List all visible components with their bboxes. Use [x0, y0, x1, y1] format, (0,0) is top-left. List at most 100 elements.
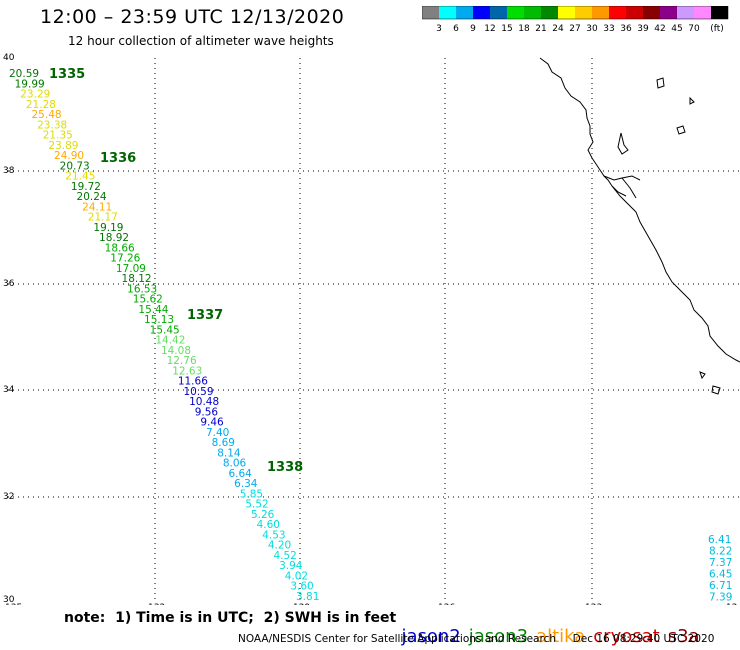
colorbar-label: 9: [470, 24, 476, 34]
wave-height-label: 7.40: [206, 427, 229, 439]
altimeter-track: 20.5919.9923.2921.2825.4823.3821.3523.89…: [9, 67, 319, 603]
wave-height-label: 7.39: [709, 592, 732, 604]
colorbar-swatch: [422, 6, 439, 19]
colorbar-swatch: [456, 6, 473, 19]
colorbar-swatch: [626, 6, 643, 19]
lon-tick-label: -126: [435, 603, 456, 605]
legend-altika: altika: [536, 626, 586, 647]
footer-credit: NOAA/NESDIS Center for Satellite Applica…: [238, 633, 715, 645]
wave-height-label: 12.76: [167, 355, 197, 367]
colorbar-label: 12: [484, 24, 495, 34]
wave-height-label: 8.06: [223, 458, 247, 470]
wave-height-label: 4.53: [262, 529, 285, 541]
coastline-path: [539, 57, 740, 363]
lon-tick-label: -124: [723, 603, 740, 605]
colorbar-label: 36: [620, 24, 632, 34]
wave-height-label: 25.48: [32, 109, 62, 121]
colorbar-label: 27: [569, 24, 580, 34]
colorbar-swatch: [439, 6, 456, 19]
colorbar-label: 70: [688, 24, 700, 34]
island-3: [617, 132, 629, 155]
wave-height-label: 20.24: [77, 191, 107, 203]
wave-height-label: 3.60: [290, 581, 313, 593]
colorbar-label: 6: [453, 24, 459, 34]
lat-tick-label: 32: [3, 492, 14, 502]
wave-height-label: 21.17: [88, 212, 118, 224]
colorbar-label: 45: [671, 24, 682, 34]
wave-height-label: 11.66: [178, 376, 208, 388]
wave-height-label: 5.52: [245, 499, 268, 511]
lat-tick-label: 30: [3, 595, 15, 605]
lon-tick-label: -135: [2, 603, 22, 605]
lat-tick-label: 38: [3, 166, 15, 176]
wave-height-label: 14.08: [161, 345, 191, 357]
wave-height-label: 10.59: [183, 386, 213, 398]
colorbar-swatch: [541, 6, 558, 19]
wave-height-colorbar: 3 6 9 12 15 18 21 24 27 30 33 36 39 42 45 70 (ft): [422, 6, 729, 34]
island-2: [676, 125, 686, 135]
colorbar-swatch: [473, 6, 490, 19]
map-subtitle: 12 hour collection of altimeter wave hei…: [68, 34, 334, 48]
colorbar-swatch: [490, 6, 507, 19]
lat-tick-label: 36: [3, 279, 15, 289]
colorbar-swatch: [643, 6, 660, 19]
wave-height-label: 18.66: [105, 242, 135, 254]
wave-height-label: 20.59: [9, 68, 39, 80]
wave-height-label: 17.26: [110, 253, 140, 265]
wave-height-label: 8.22: [709, 546, 732, 558]
wave-height-label: 8.69: [212, 437, 235, 449]
wave-height-label: 7.37: [709, 557, 732, 569]
lat-tick-label: 40: [3, 53, 15, 63]
colorbar-label: 15: [501, 24, 512, 34]
wave-height-label: 4.52: [273, 550, 296, 562]
colorbar-swatch: [677, 6, 694, 19]
wave-height-label: 23.29: [20, 89, 50, 101]
colorbar-label: (ft): [710, 24, 724, 34]
wave-height-label: 15.45: [150, 324, 180, 336]
wave-height-label: 3.81: [296, 591, 319, 603]
lat-tick-label: 34: [3, 385, 15, 395]
wave-height-label: 15.13: [144, 314, 174, 326]
wave-height-label: 9.46: [200, 417, 224, 429]
wave-height-label: 6.34: [234, 478, 258, 490]
wave-height-label: 15.44: [138, 304, 168, 316]
colorbar-swatch: [609, 6, 626, 19]
legend-jason2: jason2: [401, 626, 461, 647]
wave-height-label: 19.72: [71, 181, 101, 193]
legend-cryosat: cryosat: [593, 626, 660, 647]
california-coastline: [539, 57, 740, 395]
altimeter-map: -135 -132 -129 -126 -123 -124 40 38 36 34 32 30 20.…: [2, 53, 740, 605]
wave-height-label: 6.41: [708, 534, 731, 546]
bay-path: [603, 175, 641, 199]
wave-height-label: 23.38: [37, 119, 67, 131]
wave-height-label: 4.20: [268, 540, 291, 552]
wave-height-label: 19.99: [15, 78, 45, 90]
wave-height-label: 16.53: [127, 283, 157, 295]
wave-height-label: 3.94: [279, 560, 303, 572]
wave-height-label: 19.19: [93, 222, 123, 234]
map-title: 12:00 – 23:59 UTC 12/13/2020: [40, 6, 345, 28]
colorbar-label: 33: [603, 24, 614, 34]
colorbar-swatch: [558, 6, 575, 19]
wave-height-label: 6.71: [709, 580, 732, 592]
wave-height-label: 23.89: [48, 140, 78, 152]
wave-height-label: 21.28: [26, 99, 56, 111]
colorbar-label: 30: [586, 24, 598, 34]
wave-height-label: 17.09: [116, 263, 146, 275]
island-6: [699, 371, 706, 380]
wave-height-label: 12.63: [172, 365, 202, 377]
colorbar-swatch: [524, 6, 541, 19]
lon-tick-label: -123: [582, 603, 602, 605]
wave-height-label: 18.12: [122, 273, 152, 285]
wave-height-label: 6.64: [228, 468, 252, 480]
legend-s3a: s3a: [667, 626, 700, 647]
colorbar-label: 39: [637, 24, 649, 34]
wave-height-label: 18.92: [99, 232, 129, 244]
colorbar-swatch: [711, 6, 728, 19]
wave-height-label: 6.45: [709, 569, 732, 581]
cycle-number: 1336: [100, 151, 136, 166]
wave-height-label: 21.35: [43, 130, 73, 142]
colorbar-label: 24: [552, 24, 564, 34]
colorbar-label: 42: [654, 24, 665, 34]
wave-height-label: 10.48: [189, 396, 219, 408]
